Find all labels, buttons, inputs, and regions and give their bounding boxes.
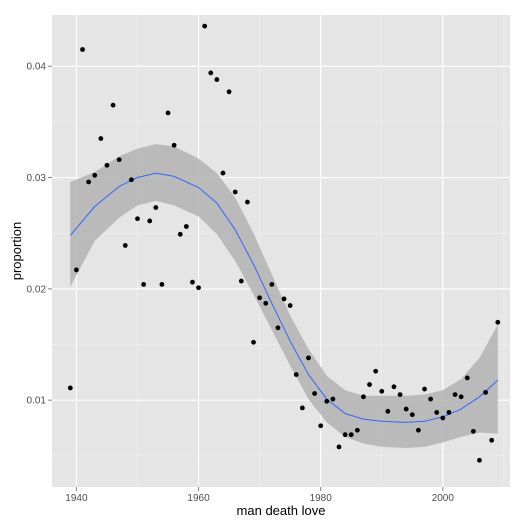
data-point [379,388,385,394]
data-point [403,406,409,412]
data-point [67,385,73,391]
data-point [177,231,183,237]
data-point [477,457,482,463]
data-point [238,278,244,284]
data-point [202,23,208,29]
y-tick-label: 0.03 [27,173,47,184]
data-point [416,427,421,433]
data-point [434,410,440,415]
data-point [190,279,195,285]
y-tick-label: 0.02 [27,284,47,295]
x-axis-ticks: 1940 1960 1980 2000 [65,487,454,504]
data-point [287,303,293,308]
data-point [196,285,201,291]
data-point [318,423,324,429]
data-point [214,77,220,82]
data-point [483,389,488,395]
data-point [263,300,269,306]
data-point [245,199,250,205]
data-point [464,375,470,381]
confidence-band [70,144,498,448]
data-point [446,410,452,415]
data-point [165,110,171,116]
data-points [67,23,501,463]
data-point [293,372,299,377]
data-point [458,394,464,400]
data-point [299,405,305,411]
data-point [336,444,342,450]
data-point [183,224,189,229]
data-point [269,281,275,287]
x-tick-label: 1940 [65,493,88,504]
x-tick-label: 1980 [310,493,333,504]
x-tick-label: 1960 [187,493,210,504]
data-point [257,295,263,301]
data-point [153,205,159,210]
data-point [220,170,226,176]
data-point [361,394,366,400]
data-point [251,339,256,345]
data-point [159,281,165,287]
y-axis-ticks: 0.01 0.02 0.03 0.04 [27,62,52,407]
y-tick-label: 0.01 [27,396,47,407]
data-point [489,437,495,443]
data-point [208,70,214,76]
data-point [330,396,336,402]
data-point [440,415,446,421]
data-point [135,216,140,222]
data-point [122,243,128,248]
data-point [110,102,116,108]
data-point [171,142,177,148]
data-point [232,189,238,195]
data-point [409,412,415,418]
data-point [98,136,104,141]
data-point [92,172,98,178]
data-point [116,157,122,163]
smooth-line [69,172,499,423]
data-point [128,177,134,183]
data-point [373,368,379,374]
data-point [428,396,434,402]
x-axis-title: man death love [237,503,326,518]
data-point [391,384,397,390]
data-point [385,408,391,414]
data-point [495,319,501,325]
data-point [86,179,92,185]
data-point [141,281,147,287]
data-point [422,386,427,392]
data-point [354,427,360,433]
data-point [281,296,287,302]
y-axis-title: proportion [9,222,24,281]
data-point [397,392,403,398]
data-point [147,218,153,224]
y-tick-label: 0.04 [27,62,47,73]
data-point [470,428,476,434]
data-point [312,391,317,396]
data-point [104,162,110,168]
data-point [342,432,348,438]
x-tick-label: 2000 [432,493,455,504]
data-point [74,267,79,273]
data-point [324,398,330,404]
data-point [306,355,311,361]
data-point [226,89,232,95]
data-point [275,325,281,331]
data-point [452,392,458,398]
data-point [367,382,372,387]
data-point [348,432,354,438]
data-point [80,47,85,52]
